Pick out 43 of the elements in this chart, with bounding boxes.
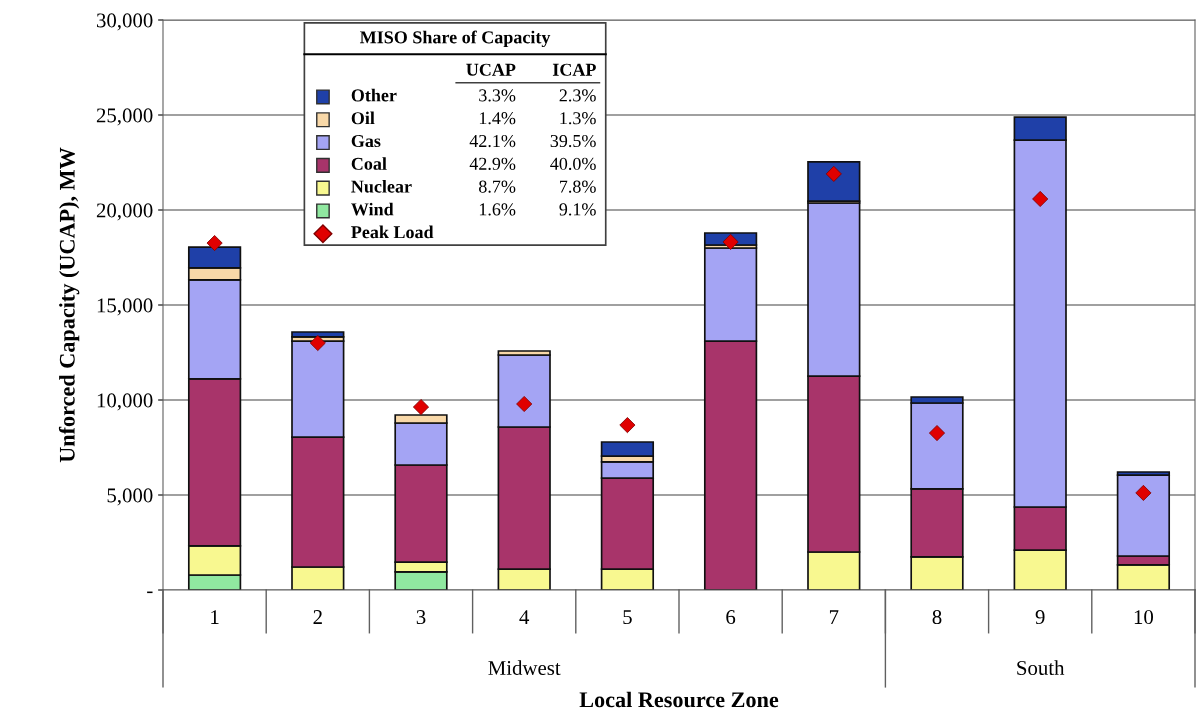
text: South [1017,660,1065,676]
legend-label: Peak Load [351,225,434,239]
legend-label: Coal [351,157,387,170]
x-tick-label: 2 [313,610,322,624]
x-tick-label: 10 [1134,610,1154,625]
x-axis-title: Local Resource Zone [579,691,779,708]
annotation: 42.1% [469,134,516,148]
annotation: 39.5% [550,134,596,148]
annotation: 1.6% [479,203,516,216]
annotation: 8.7% [479,180,516,193]
legend-label: Other [351,88,397,102]
y-tick-label: 15,000 [97,298,153,316]
x-tick-label: 5 [623,610,632,625]
annotation: 3.3% [479,89,516,102]
annotation: UCAP [466,63,516,76]
x-tick-label: 3 [416,610,426,625]
annotation: 42.9% [469,157,516,170]
legend-label: Nuclear [351,179,412,193]
x-tick-label: 4 [519,610,530,624]
legend-label: Oil [351,111,375,125]
y-tick-label: 25,000 [96,108,153,126]
annotation: 1.3% [560,112,596,125]
y-tick-label: 5,000 [107,488,153,506]
y-tick-label: 30,000 [96,13,153,31]
annotation: 1.4% [479,112,516,125]
y-tick-label: - [147,591,153,594]
x-tick-label: 1 [211,610,219,624]
annotation: 7.8% [560,180,596,193]
y-tick-label: 20,000 [96,203,153,221]
annotation: 40.0% [550,157,596,170]
legend-label: Gas [351,134,381,148]
text: Midwest [488,660,561,676]
legend-label: Wind [351,202,394,216]
x-tick-label: 9 [1035,610,1045,625]
annotation: ICAP [552,63,596,76]
x-tick-label: 7 [829,610,839,624]
y-axis-title: Unforced Capacity (UCAP), MW [58,147,80,463]
x-tick-label: 8 [932,610,942,625]
y-tick-label: 10,000 [97,393,153,411]
x-tick-label: 6 [726,610,736,625]
legend-title: MISO Share of Capacity [359,30,551,48]
annotation: 2.3% [559,89,596,102]
annotation: 9.1% [559,203,596,216]
